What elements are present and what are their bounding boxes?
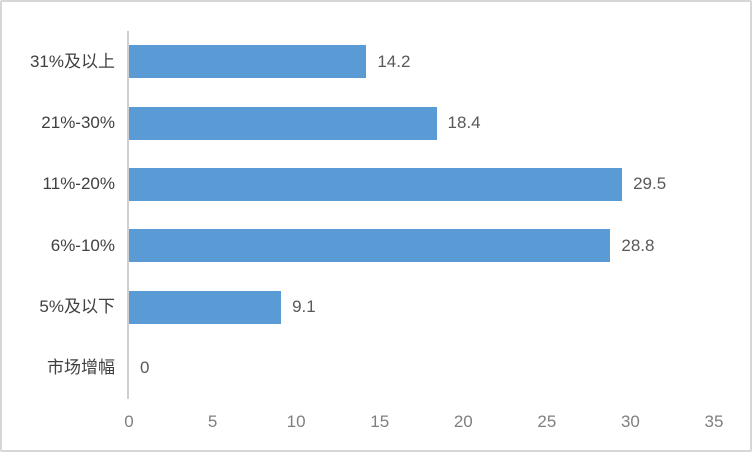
x-tick-label: 10 xyxy=(286,412,306,431)
x-tick-label: 20 xyxy=(453,412,473,431)
data-label: 14.2 xyxy=(377,51,411,71)
x-tick-label: 30 xyxy=(620,412,640,431)
data-label: 28.8 xyxy=(621,235,655,255)
data-label: 0 xyxy=(140,358,150,378)
category-axis-label: 市场增幅 xyxy=(47,358,115,378)
category-axis-line xyxy=(127,31,129,399)
x-tick-label: 15 xyxy=(370,412,390,431)
bar xyxy=(129,167,623,201)
category-axis-label: 5%及以下 xyxy=(39,297,115,316)
category-axis-label: 21%-30% xyxy=(41,113,115,132)
x-tick-label: 25 xyxy=(537,412,557,431)
x-tick-label: 5 xyxy=(207,412,218,431)
bar xyxy=(129,290,282,324)
x-tick-label: 35 xyxy=(704,412,724,431)
category-axis-label: 6%-10% xyxy=(50,235,115,255)
category-axis-label: 11%-20% xyxy=(42,174,115,194)
data-label: 18.4 xyxy=(447,113,481,132)
data-label: 9.1 xyxy=(292,297,316,316)
bar xyxy=(129,106,437,140)
bar xyxy=(129,45,367,79)
data-label: 29.5 xyxy=(633,174,667,194)
category-axis-label: 31%及以上 xyxy=(29,51,115,71)
bar xyxy=(129,229,611,263)
x-tick-label: 0 xyxy=(124,412,134,431)
